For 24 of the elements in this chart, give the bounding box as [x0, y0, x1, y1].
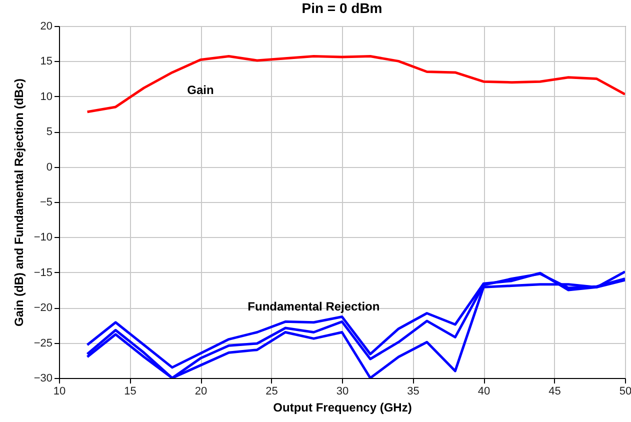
x-tick-label: 40 — [478, 386, 490, 398]
y-tick-label: 15 — [40, 56, 52, 68]
y-tick-label: −25 — [34, 337, 52, 350]
x-tick-label: 30 — [336, 386, 349, 398]
x-tick-label: 50 — [619, 386, 631, 398]
x-tick-label: 15 — [124, 386, 136, 398]
x-tick-label: 35 — [407, 386, 420, 398]
y-tick-label: 20 — [40, 20, 52, 32]
x-tick-label: 20 — [194, 386, 208, 398]
x-tick-label: 25 — [266, 386, 278, 398]
y-tick-label: −30 — [34, 372, 52, 384]
x-tick-label: 45 — [548, 386, 561, 398]
y-tick-label: −5 — [40, 196, 52, 208]
y-tick-label: 10 — [40, 90, 52, 103]
y-tick-label: −20 — [34, 302, 52, 314]
y-tick-label: 0 — [46, 161, 52, 174]
y-tick-label: −15 — [34, 266, 52, 279]
chart-title: Pin = 0 dBm — [302, 0, 382, 16]
y-tick-label: 5 — [46, 126, 52, 138]
series-label: Fundamental Rejection — [248, 299, 380, 314]
y-tick-label: −10 — [34, 232, 52, 244]
x-axis-title: Output Frequency (GHz) — [273, 400, 412, 414]
y-axis-title: Gain (dB) and Fundamental Rejection (dBc) — [12, 78, 26, 327]
series-label: Gain — [187, 82, 214, 97]
